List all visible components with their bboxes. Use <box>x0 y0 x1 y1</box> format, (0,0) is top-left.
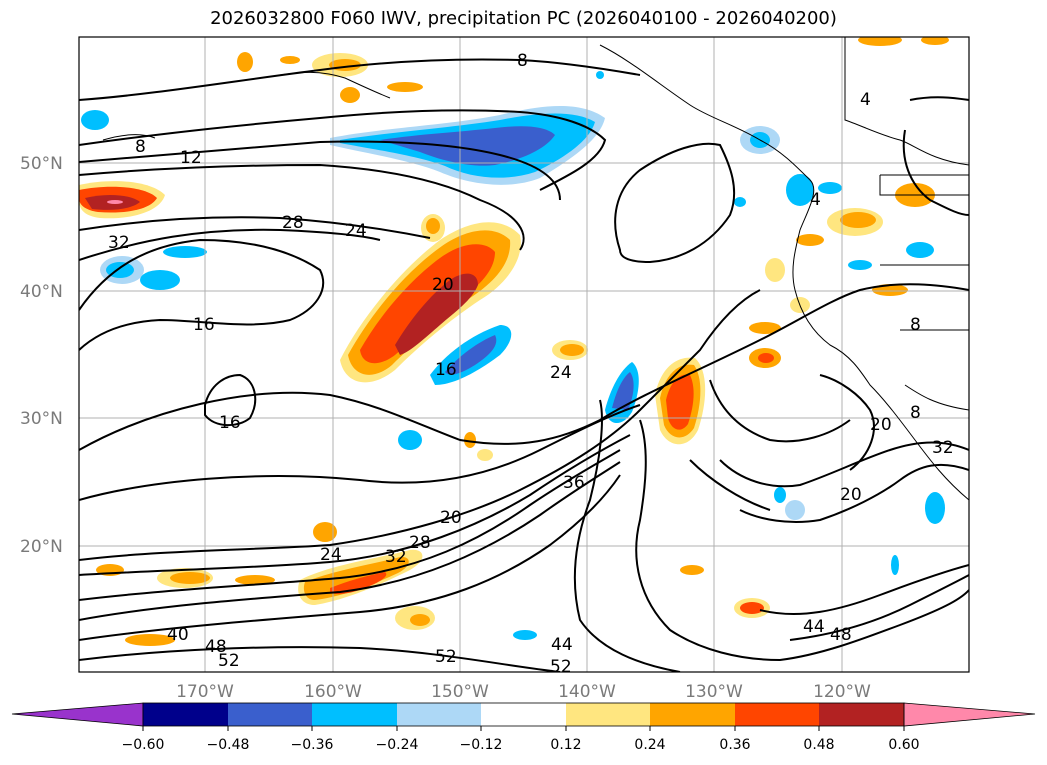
colorbar-tick-label: 0.36 <box>719 737 750 753</box>
colorbar-tick-label: 0.12 <box>550 737 581 753</box>
contour-label: 52 <box>550 657 572 677</box>
contour-label: 20 <box>840 485 862 505</box>
contour-label: 28 <box>409 533 431 553</box>
contour-label: 52 <box>218 651 240 671</box>
contour-label: 40 <box>167 625 189 645</box>
contour-label: 44 <box>551 635 573 655</box>
lon-label: 120°W <box>813 682 871 702</box>
lon-label: 150°W <box>431 682 489 702</box>
contour-label: 32 <box>108 233 130 253</box>
lat-label: 30°N <box>20 409 63 429</box>
colorbar: −0.60 −0.48 −0.36 −0.24 −0.12 0.12 0.24 … <box>11 702 1036 753</box>
colorbar-tick-label: −0.36 <box>291 737 334 753</box>
contour-label: 8 <box>910 403 921 423</box>
colorbar-tick-label: −0.60 <box>122 737 165 753</box>
lon-label: 130°W <box>685 682 743 702</box>
coastline <box>102 37 969 501</box>
contour-label: 4 <box>860 90 871 110</box>
contour-label: 12 <box>180 148 202 168</box>
colorbar-tick-label: −0.48 <box>207 737 250 753</box>
lon-label: 140°W <box>558 682 616 702</box>
contour-label: 24 <box>320 545 342 565</box>
longitude-labels: 170°W 160°W 150°W 140°W 130°W 120°W <box>176 682 871 702</box>
lat-label: 40°N <box>20 282 63 302</box>
map-frame <box>78 36 970 673</box>
lat-label: 50°N <box>20 154 63 174</box>
contour-label: 20 <box>440 508 462 528</box>
contour-label: 36 <box>563 473 585 493</box>
colorbar-tick-label: 0.48 <box>803 737 834 753</box>
precip-shading <box>79 37 949 646</box>
lon-label: 160°W <box>304 682 362 702</box>
colorbar-tick-label: −0.12 <box>460 737 503 753</box>
colorbar-tick-label: 0.24 <box>634 737 665 753</box>
contour-label: 8 <box>135 137 146 157</box>
contour-label: 20 <box>432 275 454 295</box>
colorbar-tick-label: −0.24 <box>376 737 419 753</box>
colorbar-tick-label: 0.60 <box>888 737 919 753</box>
contour-label: 24 <box>345 221 367 241</box>
contour-label: 28 <box>282 213 304 233</box>
lat-label: 20°N <box>20 537 63 557</box>
lon-label: 170°W <box>176 682 234 702</box>
contour-label: 16 <box>219 413 241 433</box>
contour-label: 32 <box>385 547 407 567</box>
contour-label: 48 <box>830 625 852 645</box>
contour-label: 16 <box>435 360 457 380</box>
contour-label: 4 <box>810 190 821 210</box>
contour-label: 24 <box>550 363 572 383</box>
contour-label: 8 <box>910 315 921 335</box>
contour-label: 48 <box>205 637 227 657</box>
iwv-contours <box>79 58 969 672</box>
contour-label: 52 <box>435 647 457 667</box>
contour-label: 32 <box>932 438 954 458</box>
contour-label: 16 <box>193 315 215 335</box>
contour-labels: 8 8 12 28 24 32 20 16 16 16 24 36 20 28 … <box>108 51 954 677</box>
graticule <box>79 37 969 672</box>
contour-label: 8 <box>517 51 528 71</box>
contour-label: 44 <box>803 617 825 637</box>
latitude-labels: 50°N 40°N 30°N 20°N <box>20 154 63 557</box>
map-title: 2026032800 F060 IWV, precipitation PC (2… <box>210 8 837 29</box>
contour-label: 20 <box>870 415 892 435</box>
